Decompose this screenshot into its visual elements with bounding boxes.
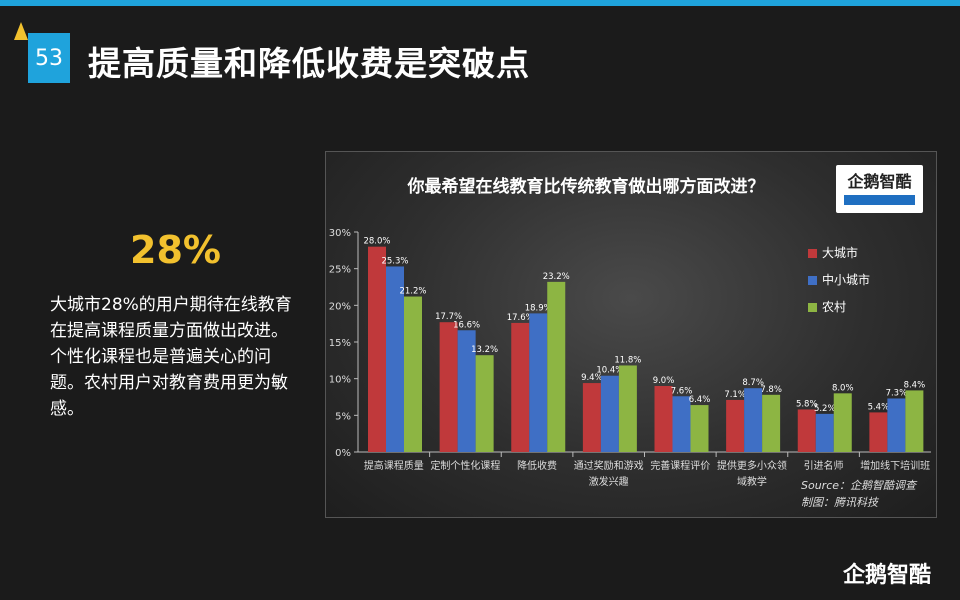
page-title: 提高质量和降低收费是突破点 xyxy=(88,44,530,83)
data-label: 7.3% xyxy=(886,388,908,398)
data-label: 17.6% xyxy=(507,313,534,323)
bar xyxy=(654,386,673,452)
bar xyxy=(869,412,888,452)
bar xyxy=(511,322,530,452)
legend-label: 大城市 xyxy=(822,245,858,260)
data-label: 7.6% xyxy=(671,386,693,396)
data-label: 9.0% xyxy=(653,376,675,386)
x-tick-label: 域教学 xyxy=(737,475,767,488)
data-label: 21.2% xyxy=(399,287,426,297)
x-tick-label: 引进名师 xyxy=(804,459,844,472)
data-label: 8.4% xyxy=(904,380,926,390)
data-label: 5.2% xyxy=(814,404,836,414)
x-tick-label: 完善课程评价 xyxy=(650,459,710,472)
x-tick-label: 通过奖励和游戏 xyxy=(574,459,644,472)
data-label: 8.7% xyxy=(742,378,764,388)
data-label: 18.9% xyxy=(525,303,552,313)
data-label: 13.2% xyxy=(471,345,498,355)
y-tick-label: 10% xyxy=(329,375,351,386)
bar-chart: 0% 5% 10% 15% 20% 25% 30% 28.0% 25.3% 21.2% 提高课程质量… xyxy=(329,228,931,488)
x-tick-label: 降低收费 xyxy=(517,459,557,472)
bar xyxy=(368,246,386,452)
legend-label: 中小城市 xyxy=(822,272,870,287)
data-label: 16.6% xyxy=(453,320,480,330)
data-label: 28.0% xyxy=(363,237,390,247)
x-tick-label: 增加线下培训班 xyxy=(860,459,930,472)
x-tick-label: 提供更多小众领 xyxy=(717,459,787,472)
bar xyxy=(618,365,637,452)
source-line: Source：企鹅智酷调查 xyxy=(801,479,917,492)
data-label: 17.7% xyxy=(435,312,462,322)
bar xyxy=(457,330,476,452)
bar xyxy=(833,393,852,452)
x-tick-label: 激发兴趣 xyxy=(589,475,629,488)
data-label: 7.8% xyxy=(760,385,782,395)
data-label: 11.8% xyxy=(614,355,641,365)
chart-logo: 企鹅智酷 xyxy=(836,165,923,213)
highlight-description: 大城市28%的用户期待在线教育在提高课程质量方面做出改进。个性化课程也是普遍关心… xyxy=(50,295,292,419)
chart-panel: 你最希望在线教育比传统教育做出哪方面改进？ 企鹅智酷 0% 5% 10% 15% 20%… xyxy=(325,151,937,518)
bar xyxy=(600,375,619,452)
highlight-percent: 28% xyxy=(130,228,221,272)
bar xyxy=(762,394,781,452)
x-tick-label: 定制个性化课程 xyxy=(430,459,500,472)
accent-triangle-icon xyxy=(14,22,28,40)
data-label: 23.2% xyxy=(543,272,570,282)
chart-logo-text: 企鹅智酷 xyxy=(847,172,912,191)
data-label: 8.0% xyxy=(832,383,854,393)
data-label: 5.4% xyxy=(868,402,890,412)
y-tick-label: 20% xyxy=(329,301,351,312)
y-tick-label: 30% xyxy=(329,228,351,239)
legend-swatch xyxy=(808,303,817,312)
bar xyxy=(475,355,494,452)
bar xyxy=(439,322,458,452)
chart-logo-band xyxy=(844,195,915,205)
data-label: 6.4% xyxy=(689,395,711,405)
bar xyxy=(582,383,601,452)
bar xyxy=(672,396,691,452)
bar xyxy=(905,390,924,452)
data-label: 5.8% xyxy=(796,399,818,409)
bar xyxy=(386,266,404,452)
bar xyxy=(529,313,548,452)
bar xyxy=(815,413,834,452)
legend-label: 农村 xyxy=(822,300,846,314)
bar xyxy=(547,281,566,452)
legend-swatch xyxy=(808,276,817,285)
data-label: 10.4% xyxy=(596,366,623,376)
top-accent-bar xyxy=(0,0,960,6)
bar xyxy=(887,398,906,452)
y-tick-label: 15% xyxy=(329,338,351,349)
bar xyxy=(726,399,745,452)
bar xyxy=(404,296,422,452)
data-label: 25.3% xyxy=(381,256,408,266)
y-tick-label: 5% xyxy=(335,411,351,422)
page-number-badge: 53 xyxy=(28,33,70,83)
bar xyxy=(744,388,763,452)
source-note: Source：企鹅智酷调查 制图：腾讯科技 xyxy=(801,477,916,511)
credit-line: 制图：腾讯科技 xyxy=(801,496,878,509)
chart-title: 你最希望在线教育比传统教育做出哪方面改进？ xyxy=(407,177,765,197)
x-tick-label: 提高课程质量 xyxy=(364,459,424,472)
bar xyxy=(797,409,816,452)
y-tick-label: 25% xyxy=(329,265,351,276)
bar xyxy=(690,405,709,452)
data-label: 9.4% xyxy=(581,373,603,383)
legend-swatch xyxy=(808,249,817,258)
y-tick-label: 0% xyxy=(335,448,351,459)
corner-logo: 企鹅智酷 xyxy=(843,563,932,588)
data-label: 7.1% xyxy=(724,390,746,400)
